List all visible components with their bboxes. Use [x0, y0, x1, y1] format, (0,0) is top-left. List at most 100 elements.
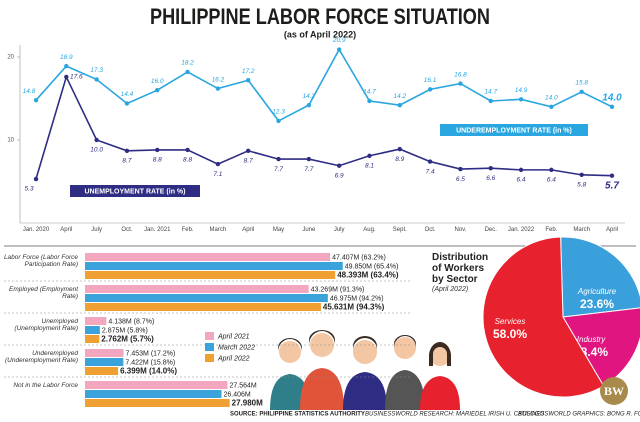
series-label-box: [70, 185, 200, 197]
point: [276, 156, 281, 162]
category-label: Labor Force (Labor Force Participation R…: [3, 254, 78, 269]
category-label: Employed (Employment Rate): [9, 286, 78, 301]
data-label: 27.564M: [230, 382, 257, 389]
point: [64, 74, 69, 80]
data-label: 7.7: [274, 166, 283, 173]
point: [246, 148, 251, 153]
point: [215, 86, 221, 91]
point: [336, 47, 342, 52]
x-tick-label: Nov.: [454, 227, 467, 233]
pie-title: Distribution of Workers by Sector: [432, 252, 489, 285]
data-label: 2.762M (5.7%): [101, 335, 154, 344]
point: [124, 148, 130, 153]
data-label: 46.975M (94.2%): [330, 295, 384, 302]
footer-research: BUSINESSWORLD RESEARCH: MARIEDEL IRISH U…: [365, 412, 544, 418]
point: [185, 69, 190, 75]
data-label: 20.9: [332, 37, 346, 44]
data-label: 14.0: [545, 95, 558, 102]
pie-slice: [482, 236, 605, 398]
slice-value: 23.6%: [580, 297, 614, 311]
point: [549, 167, 554, 173]
point: [488, 166, 493, 171]
pie-slice: [560, 236, 640, 318]
data-label: 16.2: [212, 76, 225, 83]
data-label: 5.7: [605, 180, 619, 191]
data-label: 6.399M (14.0%): [120, 367, 177, 376]
x-tick-label: July: [333, 227, 345, 233]
bar: [85, 317, 107, 325]
legend-swatch: [205, 343, 214, 351]
point: [549, 104, 554, 110]
point: [124, 101, 130, 106]
data-label: 7.453M (17.2%): [126, 350, 176, 357]
point: [276, 118, 281, 124]
footer-source: SOURCE: PHILIPPINE STATISTICS AUTHORITY: [230, 412, 365, 418]
x-tick-label: July: [91, 227, 102, 233]
x-tick-label: March: [209, 227, 227, 233]
data-label: 14.2: [393, 93, 406, 100]
data-label: 18.2: [181, 60, 194, 67]
data-label: 8.1: [365, 162, 374, 169]
point: [579, 172, 584, 178]
point: [64, 63, 69, 69]
data-label: 14.7: [363, 89, 376, 96]
data-label: 17.6: [70, 74, 83, 81]
slice-label: Services: [495, 317, 526, 326]
data-label: 6.5: [456, 176, 465, 183]
point: [427, 159, 433, 164]
data-label: 8.8: [183, 157, 192, 164]
data-label: 14.4: [121, 91, 134, 98]
data-label: 12.3: [272, 109, 285, 116]
slice-value: 58.0%: [493, 327, 527, 341]
data-label: 6.9: [335, 172, 344, 179]
x-tick-label: Jan. 2020: [22, 227, 50, 233]
bar: [85, 381, 228, 389]
data-label: 6.6: [486, 175, 495, 182]
category-label: Unemployed (Unemployment Rate): [14, 318, 78, 333]
bar: [85, 367, 119, 375]
bar: [85, 294, 328, 302]
category-label: Underemployed (Underemployment Rate): [5, 350, 78, 365]
point: [215, 161, 221, 167]
point: [397, 102, 402, 108]
point: [518, 167, 524, 173]
bar: [85, 285, 309, 293]
data-label: 8.9: [395, 156, 404, 163]
title: PHILIPPINE LABOR FORCE SITUATION: [150, 4, 490, 29]
legend-label: April 2021: [217, 333, 250, 340]
x-tick-label: Jan. 2021: [144, 227, 171, 233]
point: [609, 104, 615, 110]
bar: [85, 271, 336, 279]
bar: [85, 326, 100, 334]
data-label: 7.422M (15.8%): [125, 359, 175, 366]
point: [367, 98, 372, 104]
x-tick-label: Oct.: [424, 227, 436, 233]
data-label: 14.8: [23, 88, 36, 95]
legend-swatch: [205, 354, 214, 362]
data-label: 47.407M (63.2%): [332, 254, 386, 261]
data-label: 15.8: [575, 80, 588, 87]
data-label: 4.138M (8.7%): [108, 318, 154, 325]
point: [155, 88, 160, 93]
x-tick-label: Oct.: [121, 227, 133, 233]
point: [488, 98, 493, 104]
series-line: [35, 74, 613, 180]
data-label: 16.0: [151, 78, 164, 85]
bar: [85, 335, 100, 343]
point: [94, 137, 99, 143]
legend-label: UNDEREMPLOYMENT RATE (in %): [456, 127, 572, 134]
x-tick-label: Aug.: [363, 227, 376, 233]
data-label: 14.0: [602, 92, 622, 103]
point: [94, 77, 99, 82]
subtitle: (as of April 2022): [284, 29, 356, 39]
data-label: 27.980M: [232, 399, 263, 408]
data-label: 5.3: [24, 186, 33, 193]
point: [458, 166, 463, 172]
data-label: 45.631M (94.3%): [323, 303, 385, 312]
data-label: 7.1: [213, 171, 222, 178]
data-label: 16.8: [454, 71, 467, 78]
bar: [85, 358, 124, 366]
data-label: 14.2: [303, 93, 316, 100]
